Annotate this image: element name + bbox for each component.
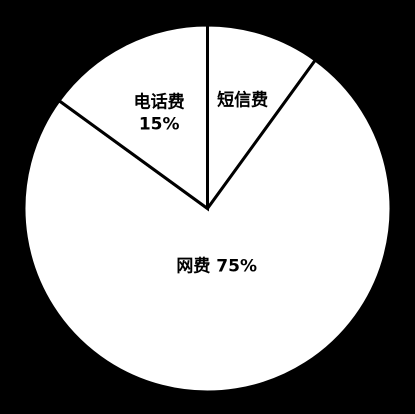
slice-label-1-line-0: 网费 75% bbox=[176, 255, 257, 276]
slice-label-2-line-0: 电话费 bbox=[134, 92, 185, 113]
pie-slice-0 bbox=[206, 23, 318, 214]
slice-label-0-line-0: 短信费 bbox=[217, 89, 268, 110]
pie-slice-2 bbox=[56, 23, 209, 212]
slice-label-2-line-1: 15% bbox=[139, 115, 180, 135]
pie-slices bbox=[22, 23, 393, 394]
